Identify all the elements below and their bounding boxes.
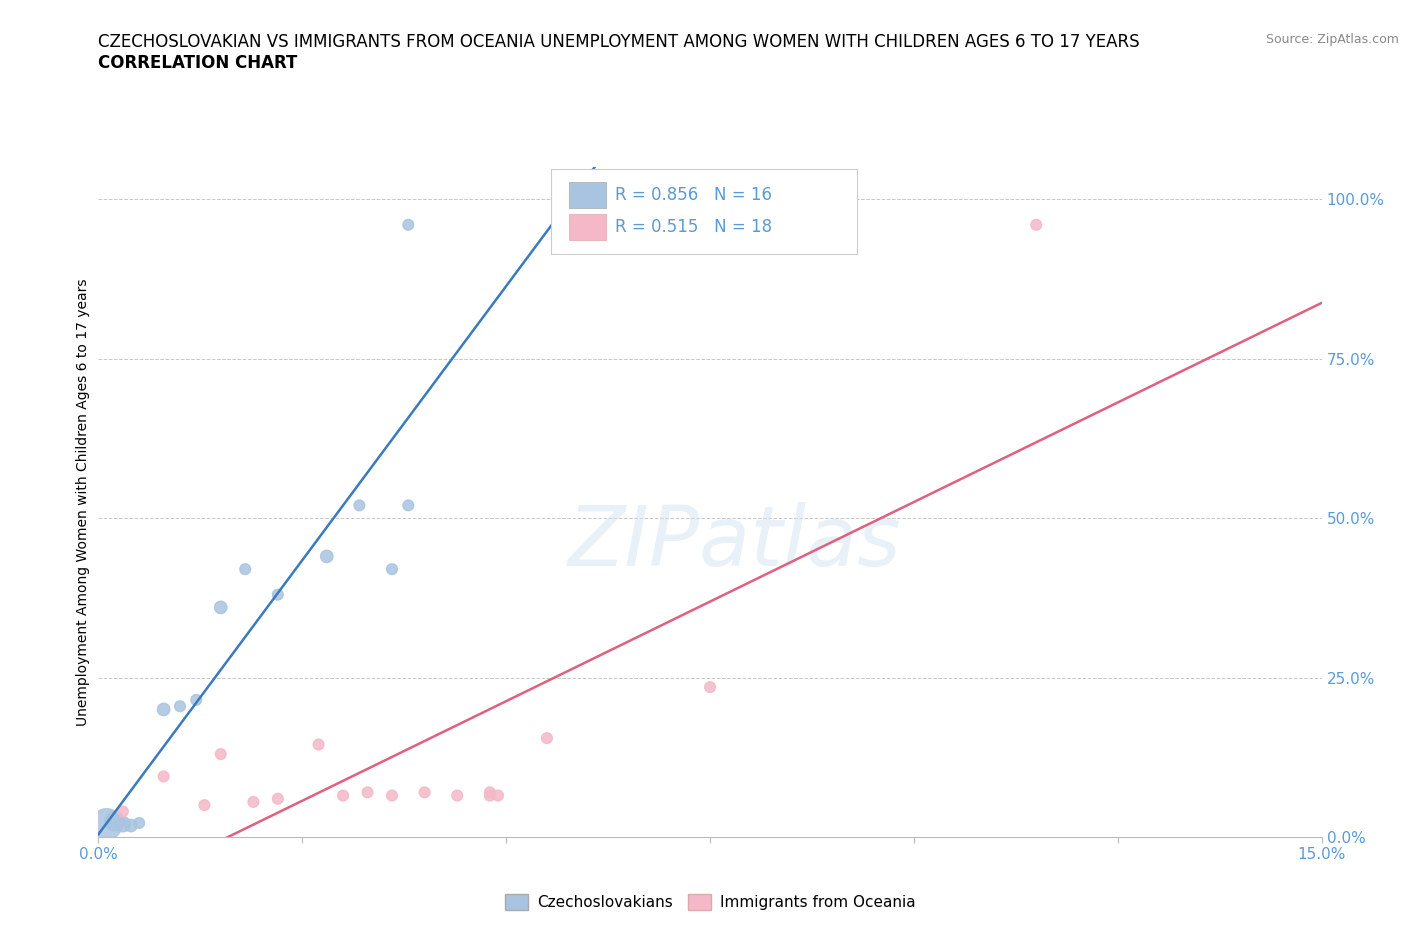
Point (478, 788, 501, 803)
Point (104, 814, 127, 829)
Point (356, 785, 378, 800)
Text: CZECHOSLOVAKIAN VS IMMIGRANTS FROM OCEANIA UNEMPLOYMENT AMONG WOMEN WITH CHILDRE: CZECHOSLOVAKIAN VS IMMIGRANTS FROM OCEAN… (98, 33, 1140, 50)
Point (1025, 218, 1047, 232)
Point (267, 791, 290, 806)
Text: CORRELATION CHART: CORRELATION CHART (98, 54, 298, 72)
Point (186, 693, 208, 708)
Point (413, 785, 436, 800)
Y-axis label: Unemployment Among Women with Children Ages 6 to 17 years: Unemployment Among Women with Children A… (76, 278, 90, 726)
Point (381, 788, 404, 803)
Text: ZIPatlas: ZIPatlas (568, 502, 901, 583)
Point (233, 562, 256, 577)
Point (446, 788, 468, 803)
Text: Source: ZipAtlas.com: Source: ZipAtlas.com (1265, 33, 1399, 46)
FancyBboxPatch shape (569, 214, 606, 240)
Point (332, 788, 354, 803)
Point (169, 698, 191, 713)
Point (152, 769, 174, 784)
Point (478, 785, 501, 800)
Point (96, 817, 118, 831)
Text: R = 0.515   N = 18: R = 0.515 N = 18 (614, 218, 772, 236)
Point (152, 702, 174, 717)
Point (315, 549, 337, 564)
Point (209, 747, 232, 762)
Point (486, 788, 509, 803)
Point (396, 218, 419, 232)
Point (396, 498, 419, 512)
Point (349, 498, 371, 512)
Point (536, 731, 558, 746)
FancyBboxPatch shape (551, 168, 856, 255)
FancyBboxPatch shape (569, 182, 606, 207)
Point (267, 587, 290, 602)
Point (120, 818, 142, 833)
Point (209, 600, 232, 615)
Legend: Czechoslovakians, Immigrants from Oceania: Czechoslovakians, Immigrants from Oceani… (499, 888, 921, 916)
Point (193, 798, 215, 813)
Point (128, 816, 150, 830)
Point (699, 680, 721, 695)
Point (111, 804, 134, 819)
Point (111, 817, 134, 831)
Point (308, 737, 330, 752)
Point (381, 562, 404, 577)
Text: R = 0.856   N = 16: R = 0.856 N = 16 (614, 186, 772, 204)
Point (242, 794, 264, 809)
